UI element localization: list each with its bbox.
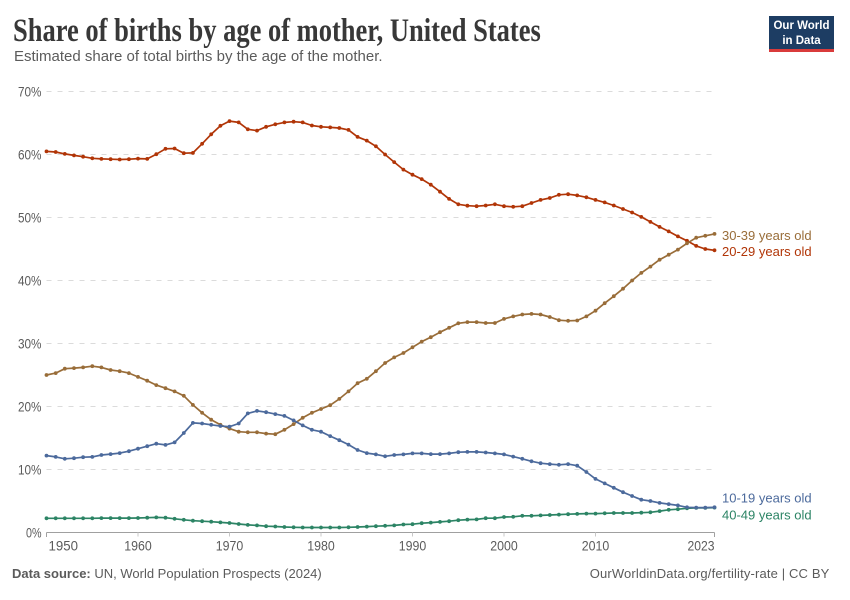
svg-text:2010: 2010 (582, 537, 610, 553)
svg-text:20-29 years old: 20-29 years old (722, 244, 812, 259)
svg-text:20%: 20% (18, 398, 42, 414)
svg-text:30%: 30% (18, 335, 42, 351)
svg-text:30-39 years old: 30-39 years old (722, 228, 812, 243)
svg-text:10-19 years old: 10-19 years old (722, 491, 812, 506)
svg-text:40-49 years old: 40-49 years old (722, 508, 812, 523)
svg-text:1990: 1990 (399, 537, 427, 553)
svg-text:0%: 0% (26, 524, 42, 540)
svg-text:1980: 1980 (307, 537, 335, 553)
svg-text:2023: 2023 (688, 537, 715, 553)
svg-text:2000: 2000 (490, 537, 518, 553)
svg-text:10%: 10% (18, 461, 42, 477)
svg-text:40%: 40% (18, 272, 42, 288)
svg-text:60%: 60% (18, 146, 42, 162)
svg-text:1970: 1970 (216, 537, 244, 553)
svg-text:50%: 50% (18, 209, 42, 225)
svg-text:1960: 1960 (124, 537, 152, 553)
svg-text:1950: 1950 (49, 537, 79, 553)
svg-text:70%: 70% (18, 83, 42, 99)
